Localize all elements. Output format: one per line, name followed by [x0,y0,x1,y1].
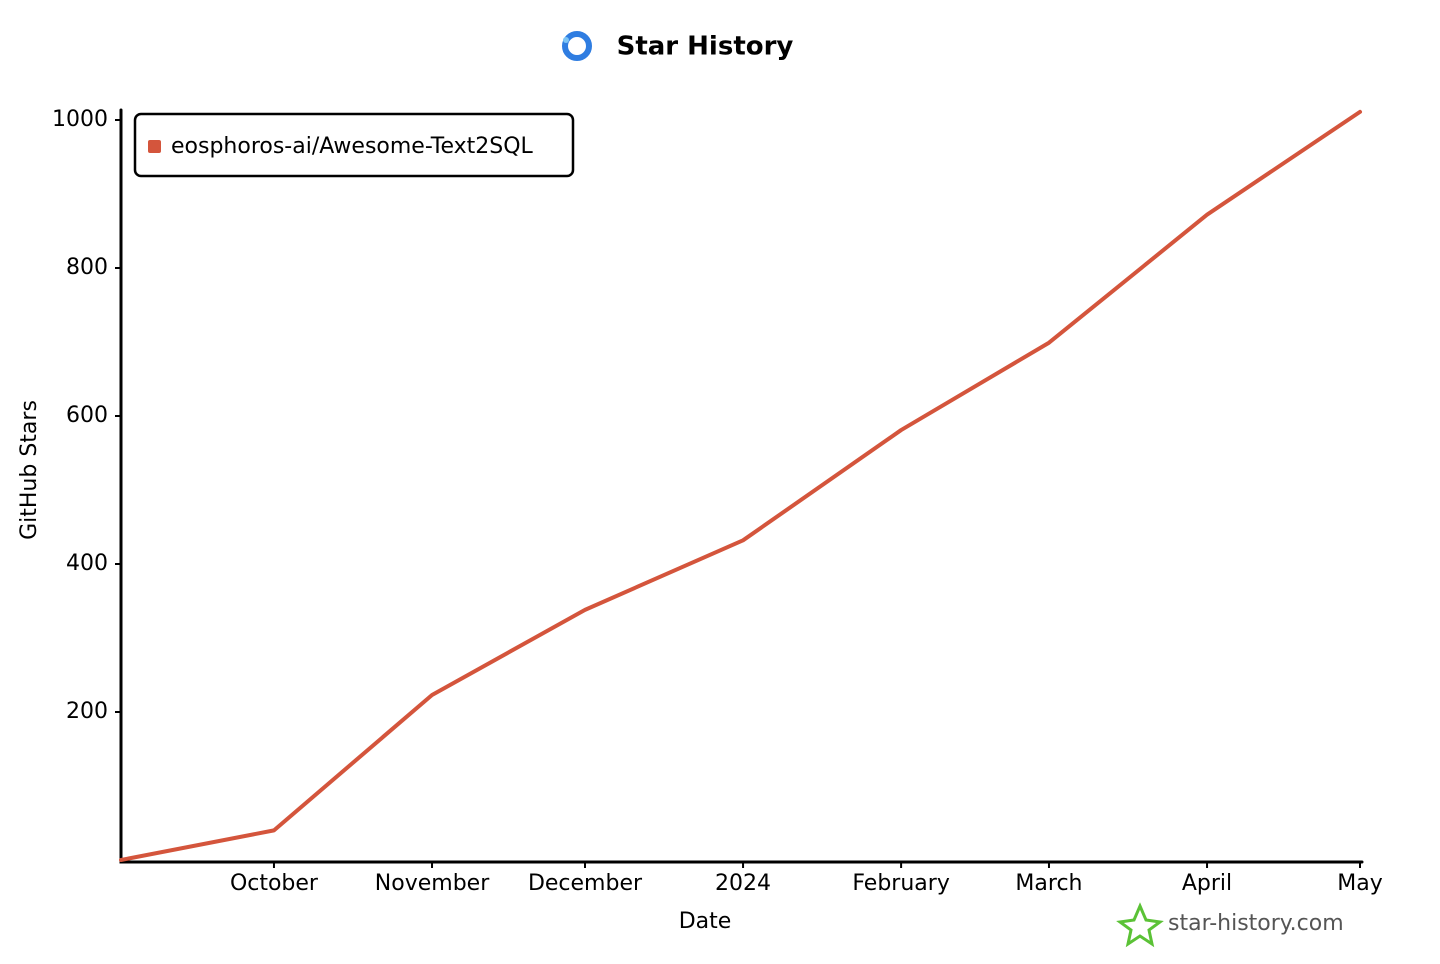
x-axis-label: Date [679,909,732,934]
x-tick-label: 2024 [715,871,771,896]
y-tick-label: 1000 [52,107,108,132]
chart-title: Star History [617,32,794,62]
x-tick-label: March [1015,871,1082,896]
axes [119,108,1364,864]
y-axis-label: GitHub Stars [17,400,42,540]
x-tick-label: October [230,871,319,896]
watermark-icon [1116,902,1164,948]
legend-box [133,112,575,178]
x-tick-label: November [375,871,490,896]
watermark: star-history.com [1168,911,1344,936]
y-tick-label: 400 [66,551,108,576]
y-tick-label: 200 [66,699,108,724]
x-tick-label: May [1337,871,1382,896]
x-tick-label: February [852,871,950,896]
y-tick-label: 800 [66,255,108,280]
y-tick-label: 600 [66,403,108,428]
series-line [119,109,1362,862]
legend-swatch [148,140,161,153]
legend-label: eosphoros-ai/Awesome-Text2SQL [171,134,534,159]
x-tick-label: December [528,871,643,896]
logo-icon [562,31,592,61]
x-tick-label: April [1182,871,1232,896]
